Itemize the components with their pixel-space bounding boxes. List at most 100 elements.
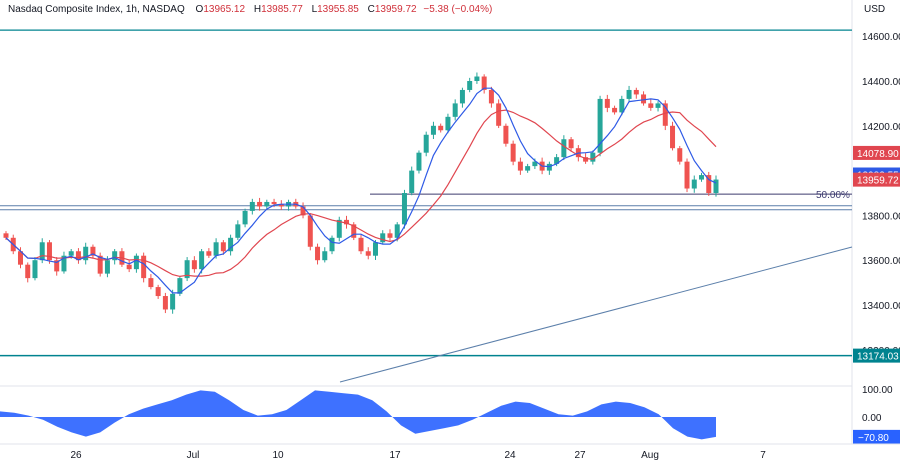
close-label: C [367,4,375,15]
candle-body [583,157,589,162]
rising-trendline [339,246,853,383]
candle-body [228,237,234,252]
candle-body [54,260,60,272]
candle-body [684,161,690,189]
x-tick-label: Aug [641,450,659,461]
candle-body [155,287,161,297]
y-tick-label: 14600.00 [862,32,900,43]
candle-body [271,201,277,205]
osc-value-text: −70.80 [858,433,889,444]
candle-body [61,255,67,272]
symbol-title: Nasdaq Composite Index, 1h, NASDAQ [8,4,185,15]
candle-body [46,242,52,261]
candle-body [372,242,378,256]
candle-body [344,219,350,225]
candle-body [713,179,719,193]
candle-body [568,139,574,149]
candle-body [380,233,386,243]
candle-body [213,242,219,256]
candle-body [677,148,683,162]
candle-body [235,224,241,238]
y-tick-label: 13400.00 [862,301,900,312]
candle-body [133,255,139,270]
price-label-badge [853,145,900,160]
candle-body [423,134,429,153]
candle-body [315,246,321,261]
candle-body [481,76,487,90]
candle-body [590,152,596,162]
low-value: 13955.85 [317,4,359,15]
y-tick-label: 14400.00 [862,77,900,88]
candle-body [199,251,205,270]
candle-body [597,98,603,153]
candle-body [604,98,610,108]
candle-body [329,237,335,252]
low-label: L [311,4,318,15]
candle-body [97,255,103,274]
candle-body [25,264,31,279]
osc-tick-label: 0.00 [862,413,882,424]
candle-body [336,219,342,238]
open-label: O [195,4,204,15]
candle-body [365,251,371,256]
candle-body [184,260,190,279]
close-value: 13959.72 [374,4,417,15]
x-tick-label: 10 [272,450,284,461]
x-tick-label: 24 [504,450,516,461]
oscillator-area [0,390,716,440]
candle-body [162,296,168,310]
price-label-text: 13174.03 [857,352,899,363]
y-tick-label: 14200.00 [862,122,900,133]
candle-body [83,246,89,261]
candle-body [220,242,226,252]
candle-body [546,163,552,171]
candle-body [126,264,132,270]
price-label-text: 14078.90 [857,149,899,160]
candle-body [633,89,639,95]
candle-body [307,215,313,247]
candle-body [177,278,183,294]
candle-body [496,103,502,126]
price-label-badge [853,348,900,363]
candle-body [641,94,647,104]
candle-body [532,161,538,167]
candle-body [438,125,444,131]
candle-body [394,224,400,238]
x-tick-label: 17 [389,450,401,461]
candle-body [612,107,618,113]
candle-body [561,139,567,158]
candle-body [3,233,9,238]
x-tick-label: Jul [187,450,200,461]
candle-body [459,89,465,104]
candle-body [503,125,509,144]
candle-body [242,210,248,225]
osc-value-badge [853,429,900,444]
high-label: H [253,4,262,15]
candle-body [655,103,661,108]
fast-moving-average-line [5,87,717,294]
candle-body [206,251,212,256]
x-tick-label: 26 [70,450,82,461]
chart-header: Nasdaq Composite Index, 1h, NASDAQ O1396… [8,4,492,15]
candle-body [170,293,176,310]
candle-body [445,116,451,131]
change-value: −5.38 (−0.04%) [423,4,493,15]
candle-body [249,201,255,211]
candle-body [517,161,523,171]
candle-body [662,103,668,126]
candle-body [409,170,415,193]
y-tick-label: 13800.00 [862,211,900,222]
candle-body [300,206,306,216]
candle-body [525,166,531,171]
high-value: 13985.77 [261,4,303,15]
slow-moving-average-line [5,109,717,278]
candle-body [554,157,560,164]
x-tick-label: 27 [574,450,586,461]
candle-body [17,251,23,265]
candle-body [387,233,393,238]
candle-body [619,98,625,113]
candle-body [257,201,263,207]
candle-body [148,278,154,288]
candle-body [104,260,110,274]
